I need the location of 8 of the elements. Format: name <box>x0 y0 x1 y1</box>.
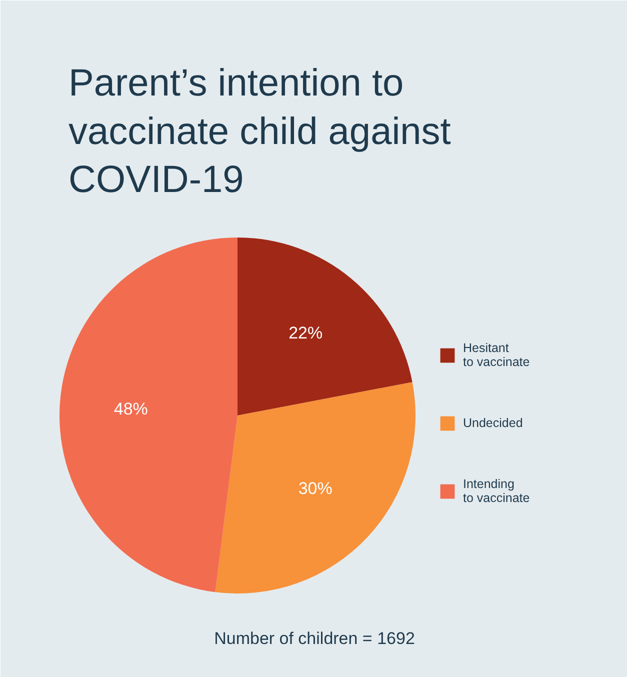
legend-label: Undecided <box>463 415 523 432</box>
chart-title: Parent’s intention to vaccinate child against COVID-19 <box>68 62 452 202</box>
text: Number of children = 1692 <box>214 629 415 648</box>
legend-label: Intending to vaccinate <box>463 476 530 507</box>
data-label: 30% <box>298 479 332 498</box>
legend-label: Hesitant to vaccinate <box>463 340 530 371</box>
data-label: 48% <box>114 399 148 418</box>
data-label: 22% <box>288 324 323 343</box>
